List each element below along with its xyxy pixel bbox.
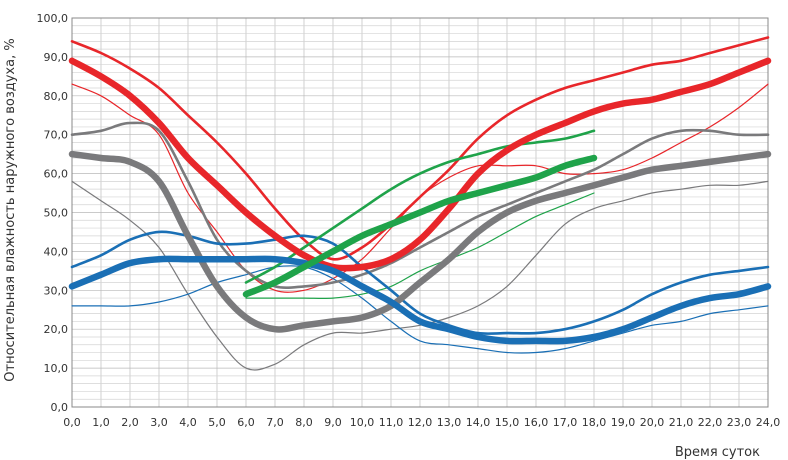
series-line <box>68 150 772 333</box>
x-tick-label: 23,0 <box>727 416 752 429</box>
x-tick-label: 19,0 <box>611 416 636 429</box>
x-tick-label: 15,0 <box>495 416 520 429</box>
x-tick-label: 14,0 <box>466 416 491 429</box>
y-tick-label: 70,0 <box>44 129 69 142</box>
x-tick-label: 21,0 <box>669 416 694 429</box>
x-tick-label: 16,0 <box>524 416 549 429</box>
x-tick-label: 6,0 <box>237 416 255 429</box>
x-tick-label: 22,0 <box>698 416 723 429</box>
y-tick-label: 100,0 <box>37 12 69 25</box>
tick-labels: 0,0 1,0 2,0 3,0 4,0 5,0 6,0 7,0 8,0 9,0 10,0 11,0 12… <box>37 12 781 429</box>
x-tick-label: 7,0 <box>266 416 284 429</box>
y-tick-label: 10,0 <box>44 362 69 375</box>
plot-frame <box>71 17 769 408</box>
x-tick-label: 8,0 <box>295 416 313 429</box>
series-line <box>70 121 770 290</box>
x-tick-label: 1,0 <box>92 416 110 429</box>
x-tick-label: 4,0 <box>179 416 197 429</box>
series-lines <box>68 36 772 371</box>
x-tick-label: 2,0 <box>121 416 139 429</box>
y-tick-label: 30,0 <box>44 284 69 297</box>
y-tick-label: 40,0 <box>44 245 69 258</box>
series-line <box>242 154 598 298</box>
series-line <box>245 192 595 299</box>
x-tick-label: 12,0 <box>408 416 433 429</box>
x-axis-label: Время суток <box>675 445 760 460</box>
x-tick-label: 18,0 <box>582 416 607 429</box>
x-tick-label: 11,0 <box>379 416 404 429</box>
x-tick-label: 3,0 <box>150 416 168 429</box>
x-tick-label: 17,0 <box>553 416 578 429</box>
y-axis-label: Относительная влажность наружного воздух… <box>3 38 18 381</box>
y-tick-label: 80,0 <box>44 90 69 103</box>
y-tick-label: 0,0 <box>51 401 69 414</box>
y-tick-label: 90,0 <box>44 51 69 64</box>
x-tick-label: 9,0 <box>324 416 342 429</box>
x-tick-label: 24,0 <box>756 416 781 429</box>
x-tick-label: 10,0 <box>350 416 375 429</box>
series-line <box>70 36 770 261</box>
x-tick-label: 20,0 <box>640 416 665 429</box>
x-tick-label: 0,0 <box>63 416 81 429</box>
y-tick-label: 50,0 <box>44 207 69 220</box>
series-line <box>68 57 772 272</box>
series-line <box>71 265 769 354</box>
x-tick-label: 5,0 <box>208 416 226 429</box>
y-tick-label: 20,0 <box>44 323 69 336</box>
series-line <box>244 129 596 284</box>
y-tick-label: 60,0 <box>44 168 69 181</box>
x-tick-label: 13,0 <box>437 416 462 429</box>
series-line <box>68 255 772 345</box>
